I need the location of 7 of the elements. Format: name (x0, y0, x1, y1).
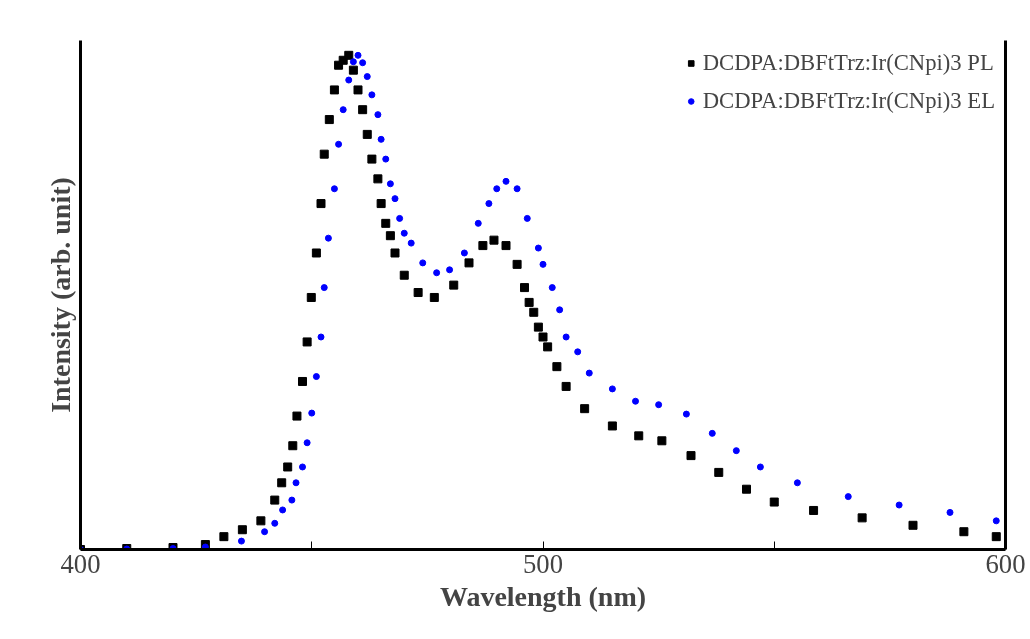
x-tick-label: 600 (985, 548, 1026, 579)
x-axis-title: Wavelength (nm) (439, 580, 647, 612)
y-axis-title: Intensity (arb. unit) (44, 177, 76, 413)
legend-label: DCDPA:DBFtTrz:Ir(CNpi)3 EL (702, 88, 995, 114)
x-tick-label: 400 (60, 548, 101, 579)
x-tick-label: 500 (523, 548, 563, 579)
legend-label: DCDPA:DBFtTrz:Ir(CNpi)3 PL (702, 50, 994, 76)
